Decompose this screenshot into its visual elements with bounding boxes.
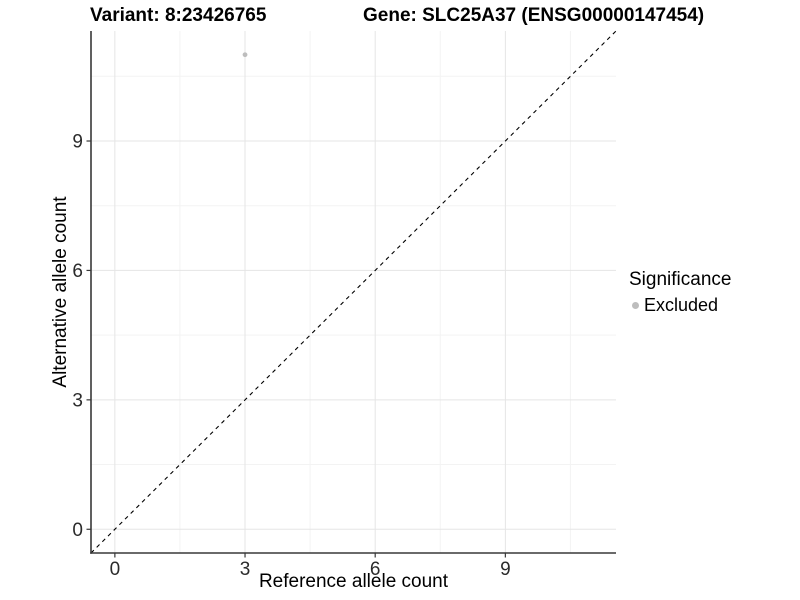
data-point-excluded [242, 52, 248, 58]
x-tick-label: 6 [370, 559, 381, 580]
legend-point-icon [632, 301, 639, 309]
x-axis-title: Reference allele count [258, 571, 449, 592]
legend: Significance Excluded [629, 269, 731, 316]
x-tick-label: 3 [240, 559, 251, 580]
x-tick-label: 9 [500, 559, 511, 580]
legend-item-label: Excluded [644, 294, 719, 315]
x-tick-label: 0 [110, 559, 121, 580]
y-tick-label: 6 [72, 261, 83, 282]
y-tick-label: 9 [72, 132, 83, 153]
identity-reference-line [90, 30, 617, 554]
legend-item-excluded: Excluded [629, 294, 731, 316]
legend-title: Significance [629, 269, 732, 290]
y-tick-label: 0 [72, 520, 83, 541]
plot-title-gene: Gene: SLC25A37 (ENSG00000147454) [363, 5, 705, 26]
y-tick-label: 3 [72, 390, 83, 411]
y-axis-title: Alternative allele count [50, 196, 71, 388]
plot-title-variant: Variant: 8:23426765 [90, 5, 267, 26]
